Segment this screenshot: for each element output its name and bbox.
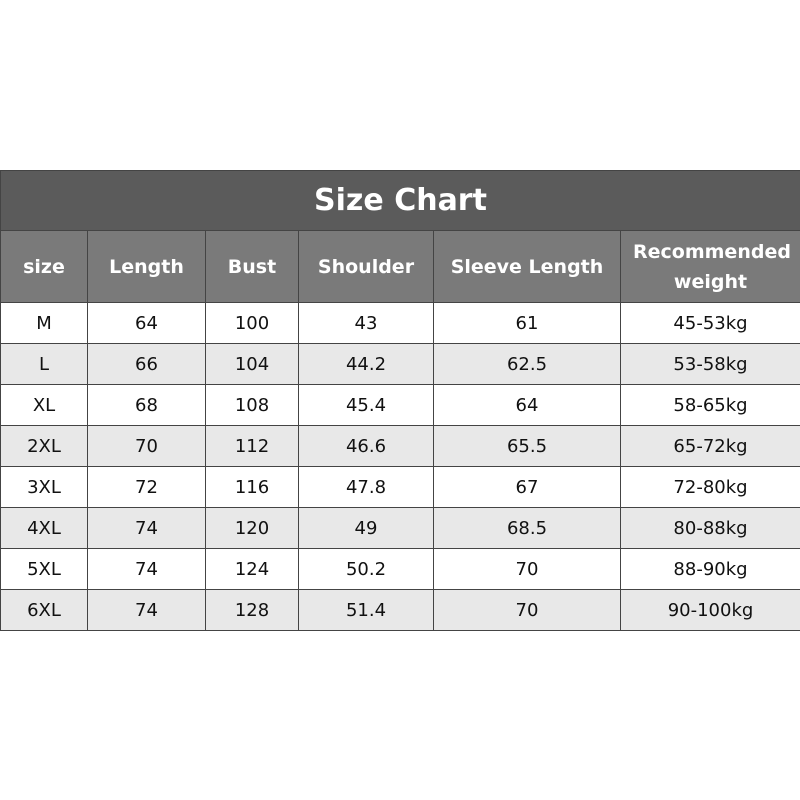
table-cell: 4XL	[0, 507, 88, 549]
table-cell: 58-65kg	[620, 384, 800, 426]
table-cell: 49	[298, 507, 434, 549]
table-cell: 112	[205, 425, 299, 467]
table-body: M 64 100 43 61 45-53kg L 66 104 44.2 62.5 53-58kg XL…	[0, 302, 800, 631]
table-cell: 120	[205, 507, 299, 549]
table-cell: 47.8	[298, 466, 434, 508]
table-cell: 66	[87, 343, 206, 385]
table-cell: 108	[205, 384, 299, 426]
table-cell: 100	[205, 302, 299, 344]
table-cell: 80-88kg	[620, 507, 800, 549]
table-cell: 65-72kg	[620, 425, 800, 467]
table-cell: M	[0, 302, 88, 344]
table-cell: 65.5	[433, 425, 621, 467]
table-row: M 64 100 43 61 45-53kg	[0, 302, 800, 344]
table-cell: 74	[87, 589, 206, 631]
table-cell: 128	[205, 589, 299, 631]
table-cell: 74	[87, 507, 206, 549]
column-header: Recommended weight	[620, 230, 800, 303]
table-cell: 70	[87, 425, 206, 467]
table-cell: 43	[298, 302, 434, 344]
size-table: Size Chart size Length Bust Shoulder Sleeve …	[0, 170, 800, 631]
table-title: Size Chart	[0, 170, 800, 231]
column-header: size	[0, 230, 88, 303]
table-cell: 44.2	[298, 343, 434, 385]
table-cell: 64	[87, 302, 206, 344]
table-cell: 45.4	[298, 384, 434, 426]
table-row: 4XL 74 120 49 68.5 80-88kg	[0, 507, 800, 549]
table-cell: 50.2	[298, 548, 434, 590]
table-row: XL 68 108 45.4 64 58-65kg	[0, 384, 800, 426]
column-header: Sleeve Length	[433, 230, 621, 303]
table-cell: 74	[87, 548, 206, 590]
table-cell: 53-58kg	[620, 343, 800, 385]
table-row: 2XL 70 112 46.6 65.5 65-72kg	[0, 425, 800, 467]
table-row: L 66 104 44.2 62.5 53-58kg	[0, 343, 800, 385]
table-cell: 70	[433, 589, 621, 631]
table-cell: 124	[205, 548, 299, 590]
table-cell: 67	[433, 466, 621, 508]
table-cell: 68	[87, 384, 206, 426]
table-cell: 2XL	[0, 425, 88, 467]
table-row: 5XL 74 124 50.2 70 88-90kg	[0, 548, 800, 590]
table-cell: 45-53kg	[620, 302, 800, 344]
table-cell: 51.4	[298, 589, 434, 631]
table-row: 6XL 74 128 51.4 70 90-100kg	[0, 589, 800, 631]
table-cell: 88-90kg	[620, 548, 800, 590]
table-cell: 72	[87, 466, 206, 508]
column-header: Shoulder	[298, 230, 434, 303]
table-cell: 64	[433, 384, 621, 426]
table-cell: 6XL	[0, 589, 88, 631]
table-cell: XL	[0, 384, 88, 426]
table-cell: L	[0, 343, 88, 385]
table-row: 3XL 72 116 47.8 67 72-80kg	[0, 466, 800, 508]
table-cell: 5XL	[0, 548, 88, 590]
table-cell: 116	[205, 466, 299, 508]
table-cell: 61	[433, 302, 621, 344]
table-cell: 90-100kg	[620, 589, 800, 631]
table-cell: 104	[205, 343, 299, 385]
table-cell: 72-80kg	[620, 466, 800, 508]
table-cell: 46.6	[298, 425, 434, 467]
table-cell: 3XL	[0, 466, 88, 508]
column-header: Length	[87, 230, 206, 303]
table-cell: 62.5	[433, 343, 621, 385]
header-row: size Length Bust Shoulder Sleeve Length Recom…	[0, 230, 800, 303]
column-header: Bust	[205, 230, 299, 303]
table-cell: 70	[433, 548, 621, 590]
table-cell: 68.5	[433, 507, 621, 549]
